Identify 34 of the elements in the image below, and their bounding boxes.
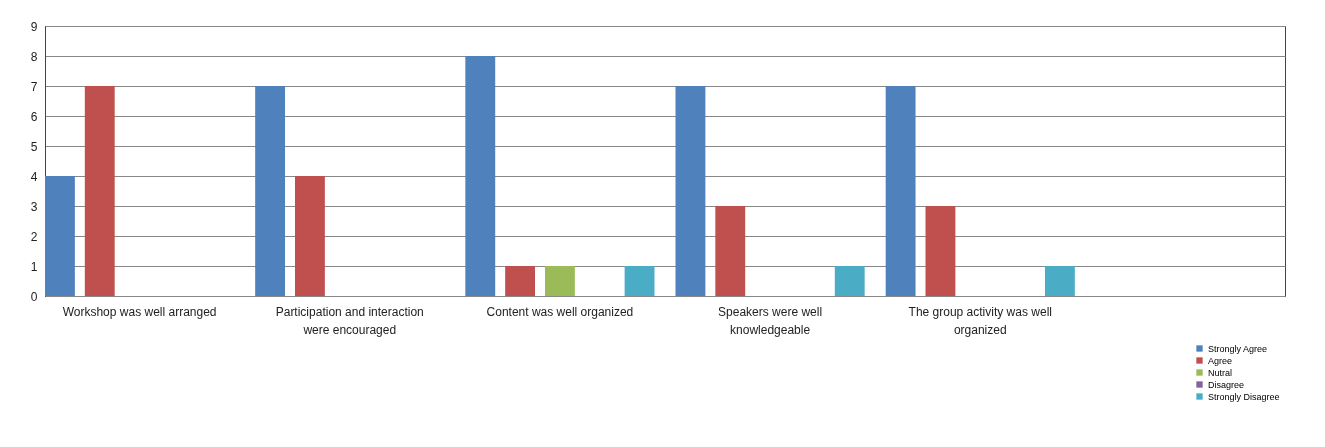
legend-label: Strongly Disagree — [1208, 391, 1280, 402]
legend-label: Disagree — [1208, 379, 1245, 390]
legend-label: Strongly Agree — [1208, 343, 1268, 354]
y-tick-label: 4 — [30, 169, 38, 184]
y-tick-label: 1 — [30, 259, 38, 274]
bar — [544, 266, 575, 296]
bar — [675, 86, 706, 296]
bar — [294, 176, 325, 296]
bar — [624, 266, 655, 296]
legend-label: Agree — [1208, 355, 1233, 366]
y-tick-label: 0 — [30, 289, 38, 304]
y-tick-label: 7 — [30, 79, 38, 94]
bar — [465, 56, 496, 296]
bar — [925, 206, 956, 296]
x-tick-label: The group activity was well organized — [908, 304, 1052, 337]
bar — [834, 266, 865, 296]
x-tick-label: Workshop was well arranged — [62, 304, 217, 319]
y-tick-label: 3 — [30, 199, 38, 214]
x-tick-label: Speakers were well knowledgeable — [718, 304, 823, 337]
bar — [1044, 266, 1075, 296]
bar — [505, 266, 536, 296]
x-tick-label: Participation and interaction were encouraged — [275, 304, 424, 337]
x-tick-label: Content was well organized — [486, 304, 634, 319]
bar — [715, 206, 746, 296]
bar — [885, 86, 916, 296]
y-tick-label: 8 — [30, 49, 38, 64]
y-tick-label: 5 — [30, 139, 38, 154]
y-tick-label: 9 — [30, 19, 38, 34]
y-tick-label: 6 — [30, 109, 38, 124]
legend-label: Nutral — [1208, 367, 1233, 378]
bar — [255, 86, 286, 296]
y-tick-label: 2 — [30, 229, 38, 244]
bar — [45, 176, 75, 296]
bar — [84, 86, 115, 296]
